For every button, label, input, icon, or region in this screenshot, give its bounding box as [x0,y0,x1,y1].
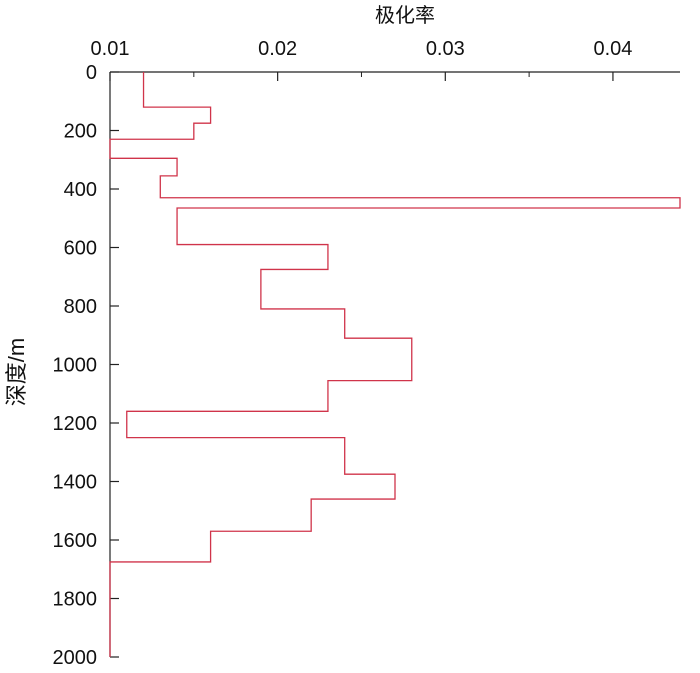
y-tick-label: 400 [64,179,97,201]
y-tick-label: 0 [86,62,97,84]
x-tick-label: 0.02 [258,38,297,60]
y-tick-label: 1400 [53,472,98,494]
x-tick-label: 0.04 [593,38,632,60]
axes [109,71,680,657]
y-tick-label: 1200 [53,413,98,435]
x-tick-label: 0.03 [426,38,465,60]
y-axis-label: 深度/m [4,338,29,406]
y-tick-label: 200 [64,121,97,143]
series-group [109,72,681,657]
y-tick-label: 800 [64,296,97,318]
y-tick-label: 600 [64,238,97,260]
polarizability-step-line [109,72,681,657]
x-tick-label: 0.01 [91,38,130,60]
tick-marks [109,71,614,658]
x-axis-label: 极化率 [375,4,435,27]
y-tick-label: 2000 [53,647,98,668]
y-tick-label: 1000 [53,355,98,377]
tick-labels: 0.01 0.02 0.03 0.04 0 200 400 600 800 1000 1200 140… [53,38,633,669]
y-tick-label: 1800 [53,589,98,611]
y-tick-label: 1600 [53,530,98,552]
